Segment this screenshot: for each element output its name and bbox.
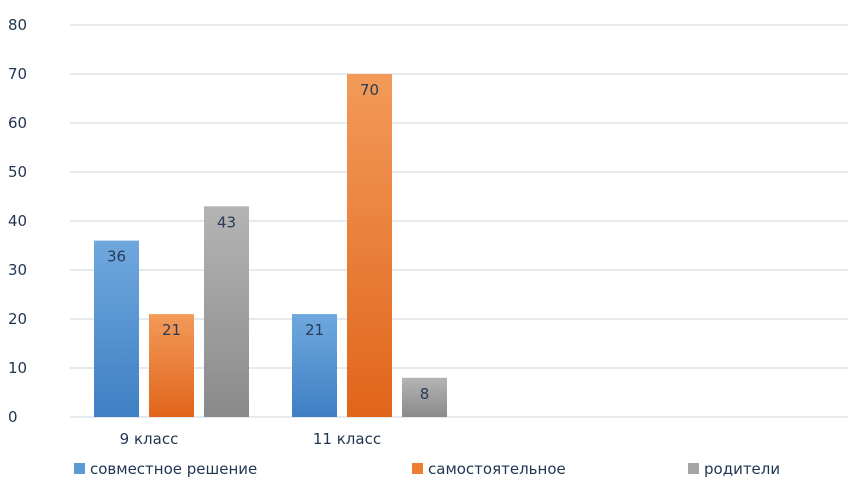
legend-label-самостоятельное: самостоятельное (428, 460, 566, 478)
legend-swatch-совместное-решение (74, 463, 85, 474)
legend-label-родители: родители (704, 460, 780, 478)
bar-совместное-решение-1 (292, 314, 337, 417)
x-category-label-1: 11 класс (313, 430, 381, 448)
y-tick-label-0: 0 (8, 408, 18, 426)
bar-самостоятельное-1 (347, 74, 392, 417)
y-tick-label-40: 40 (8, 212, 27, 230)
legend: совместное решение самостоятельное родител… (74, 460, 780, 478)
y-tick-label-60: 60 (8, 114, 27, 132)
data-labels: 36 21 43 21 70 8 (107, 81, 429, 403)
bar-родители-0 (204, 206, 249, 417)
y-tick-label-10: 10 (8, 359, 27, 377)
y-tick-label-20: 20 (8, 310, 27, 328)
legend-label-совместное-решение: совместное решение (90, 460, 257, 478)
bar-самостоятельное-0 (149, 314, 194, 417)
y-tick-label-50: 50 (8, 163, 27, 181)
bar-совместное-решение-0 (94, 240, 139, 417)
bars (94, 74, 447, 417)
data-label-родители-1: 8 (420, 385, 430, 403)
data-label-совместное-решение-0: 36 (107, 248, 126, 266)
bar-родители-1 (402, 377, 447, 417)
y-tick-label-80: 80 (8, 16, 27, 34)
data-label-самостоятельное-1: 70 (360, 81, 379, 99)
x-axis-category-labels: 9 класс 11 класс (120, 430, 381, 448)
legend-swatch-самостоятельное (412, 463, 423, 474)
y-tick-label-70: 70 (8, 65, 27, 83)
data-label-совместное-решение-1: 21 (305, 321, 324, 339)
y-axis-tick-labels: 0 10 20 30 40 50 60 70 80 (8, 16, 27, 426)
data-label-родители-0: 43 (217, 213, 236, 231)
gridlines (70, 24, 848, 418)
y-tick-label-30: 30 (8, 261, 27, 279)
legend-swatch-родители (688, 463, 699, 474)
x-category-label-0: 9 класс (120, 430, 179, 448)
data-label-самостоятельное-0: 21 (162, 321, 181, 339)
